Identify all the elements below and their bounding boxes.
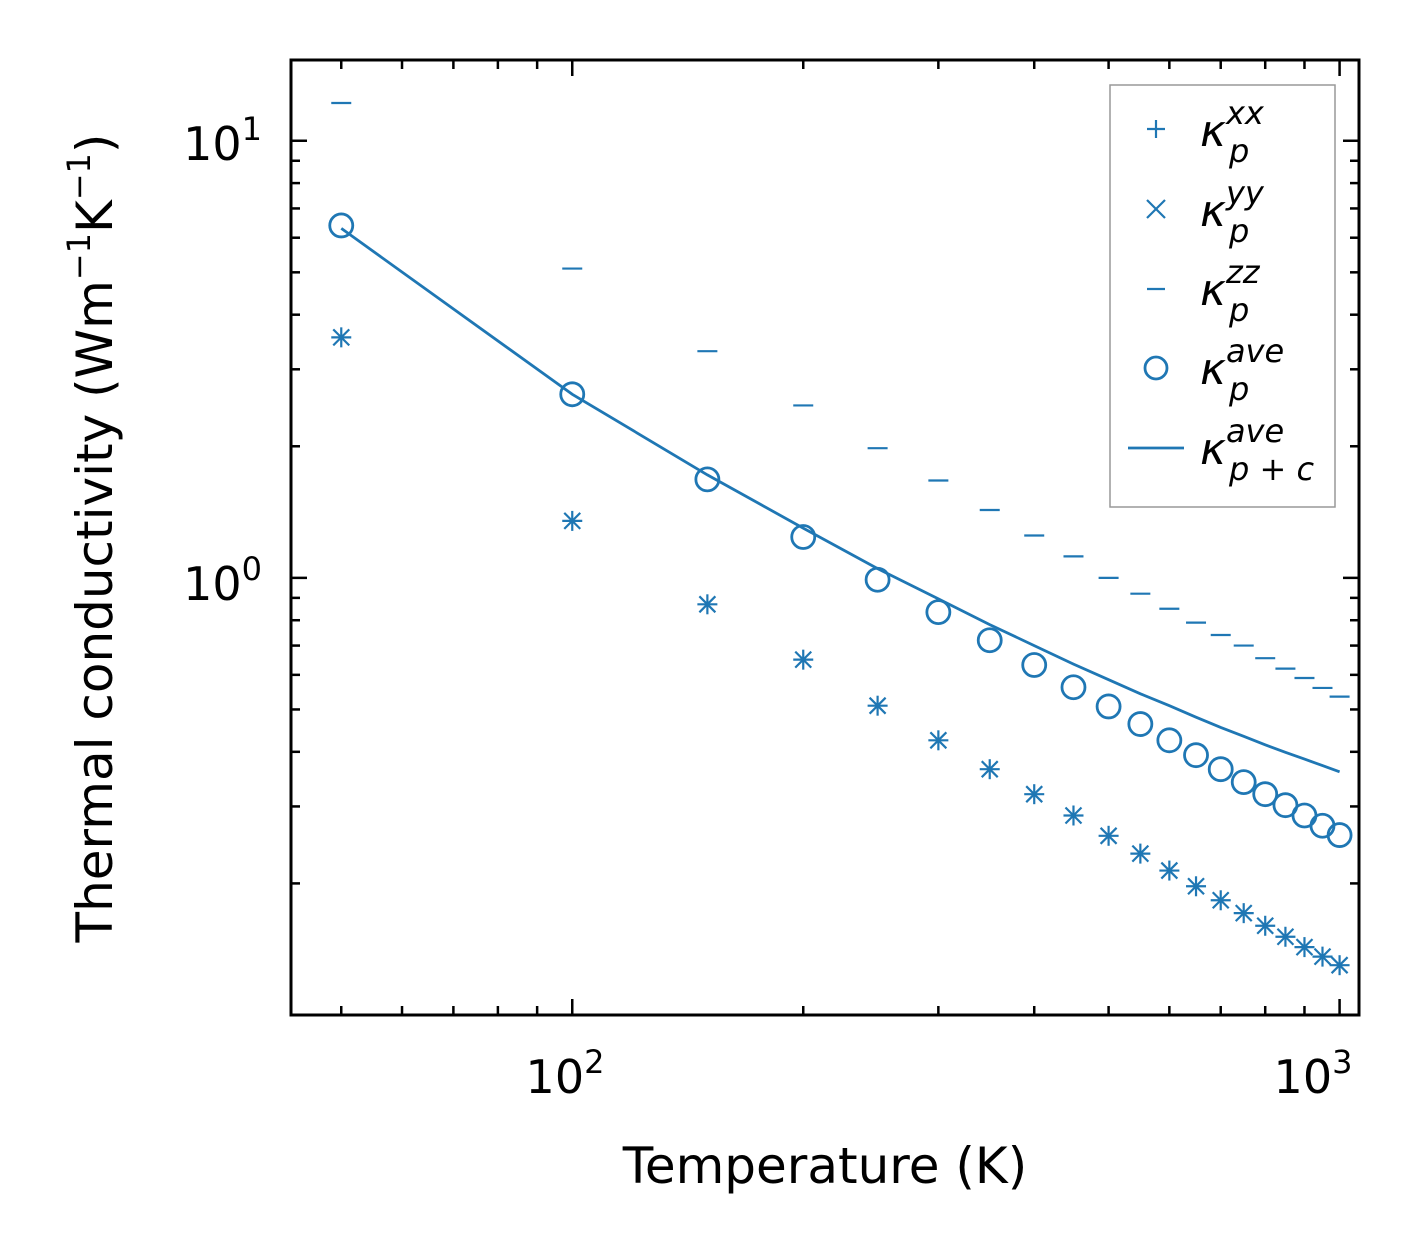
point-kappa-yy [1211,891,1230,910]
point-kappa-ave [1127,711,1154,737]
point-kappa-ave [864,566,891,593]
point-kappa-yy [1295,938,1314,956]
axes-frame [289,58,1361,1017]
legend-entry-kappa-pc-ave: κave p + c [1128,412,1314,488]
legend-label-kappa-xx: κxx p [1200,94,1265,170]
point-kappa-yy [929,731,948,750]
point-kappa-ave [1309,812,1336,839]
point-kappa-ave [694,466,721,493]
point-kappa-ave [1230,769,1257,796]
point-kappa-yy [1256,916,1274,935]
point-kappa-ave [1095,693,1122,720]
x-axis-label: Temperature (K) [622,1137,1027,1195]
point-kappa-yy [1187,877,1205,896]
legend-marker-x [1146,199,1166,219]
point-kappa-ave [1156,727,1183,754]
point-kappa-yy [980,760,999,778]
point-kappa-yy [1330,956,1349,974]
legend-entry-kappa-ave: κave p [1143,332,1284,408]
y-tick-label-10: 101 [183,110,262,171]
legend-marker-plus [1147,120,1165,138]
y-tick-label-1: 100 [183,550,262,611]
legend-label-kappa-pc-ave: κave p + c [1200,412,1314,488]
legend-label-kappa-yy: κyy p [1200,174,1265,250]
x-tick-label-100: 102 [526,1043,605,1104]
point-kappa-yy [868,696,887,715]
point-kappa-ave [559,381,586,408]
point-kappa-yy [1064,806,1083,825]
point-kappa-ave [790,524,817,550]
point-kappa-yy [794,650,813,669]
point-kappa-yy [1234,904,1253,922]
point-kappa-yy [698,595,717,614]
legend-entry-kappa-yy: κyy p [1146,174,1265,250]
legend-label-kappa-ave: κave p [1200,332,1284,408]
x-tick-label-1000: 103 [1274,1043,1353,1104]
point-kappa-yy [563,512,582,530]
point-kappa-yy [332,328,351,347]
point-kappa-yy [1276,927,1295,946]
point-kappa-yy [1160,861,1179,880]
point-kappa-yy [1131,844,1150,863]
point-kappa-ave [925,599,952,626]
point-kappa-ave [1183,742,1209,769]
legend-box [1109,84,1336,508]
point-kappa-ave [1060,674,1087,701]
y-axis-label: Thermal conductivity (Wm−1K−1) [60,134,124,944]
point-kappa-ave [328,212,355,239]
point-kappa-yy [1099,827,1118,845]
legend: κxx p κyy p κzz p κave p κave p + c [1109,84,1336,508]
legend-entry-kappa-xx: κxx p [1147,94,1265,170]
point-kappa-ave [1252,781,1279,808]
legend-marker-circle [1143,355,1169,381]
plot-area [328,101,1353,976]
point-kappa-yy [1025,785,1044,803]
point-kappa-ave [1207,756,1234,783]
point-kappa-ave [1326,822,1353,848]
legend-label-kappa-zz: κzz p [1200,253,1261,329]
point-kappa-yy [1313,947,1332,966]
point-kappa-ave [1021,652,1048,678]
point-kappa-ave [976,627,1003,654]
legend-entry-kappa-zz: κzz p [1147,253,1261,329]
